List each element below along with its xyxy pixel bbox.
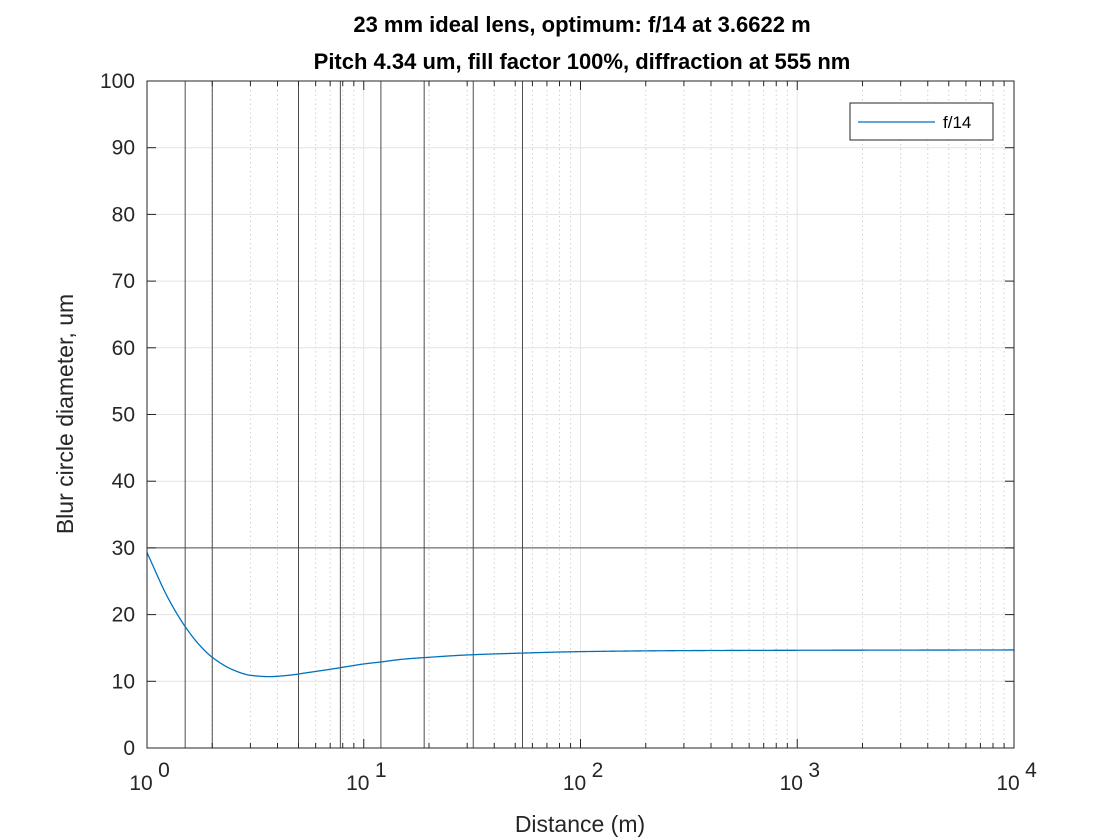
chart-title-line-2: Pitch 4.34 um, fill factor 100%, diffrac… bbox=[314, 49, 851, 74]
y-tick-label: 90 bbox=[112, 137, 135, 160]
y-tick-label: 0 bbox=[123, 737, 135, 760]
chart-title-line-1: 23 mm ideal lens, optimum: f/14 at 3.662… bbox=[353, 12, 810, 37]
y-tick-label: 60 bbox=[112, 337, 135, 360]
y-tick-label: 10 bbox=[112, 670, 135, 693]
y-tick-label: 40 bbox=[112, 470, 135, 493]
y-tick-label: 70 bbox=[112, 270, 135, 293]
x-tick-exponent: 0 bbox=[158, 759, 170, 782]
series-layer bbox=[146, 552, 1015, 678]
series-line-f14 bbox=[146, 552, 1015, 678]
x-tick-exponent: 2 bbox=[592, 759, 604, 782]
x-tick-label: 10 bbox=[346, 772, 369, 795]
x-tick-label: 10 bbox=[129, 772, 152, 795]
x-tick-exponent: 1 bbox=[375, 759, 387, 782]
y-tick-label: 30 bbox=[112, 537, 135, 560]
x-tick-label: 10 bbox=[780, 772, 803, 795]
y-tick-label: 80 bbox=[112, 203, 135, 226]
tick-marks bbox=[146, 80, 1015, 749]
y-tick-label: 50 bbox=[112, 404, 135, 427]
reference-lines bbox=[147, 81, 1014, 748]
y-axis-label: Blur circle diameter, um bbox=[52, 294, 78, 534]
x-tick-exponent: 4 bbox=[1025, 759, 1037, 782]
y-tick-label: 20 bbox=[112, 604, 135, 627]
x-tick-label: 10 bbox=[563, 772, 586, 795]
y-tick-label: 100 bbox=[100, 70, 135, 93]
x-tick-exponent: 3 bbox=[808, 759, 820, 782]
y-tick-labels: 0 10 20 30 40 50 60 70 80 90 100 bbox=[100, 70, 135, 760]
legend: f/14 bbox=[849, 102, 994, 141]
legend-label-f14: f/14 bbox=[943, 113, 971, 132]
x-tick-label: 10 bbox=[996, 772, 1019, 795]
x-axis-label: Distance (m) bbox=[515, 811, 645, 837]
